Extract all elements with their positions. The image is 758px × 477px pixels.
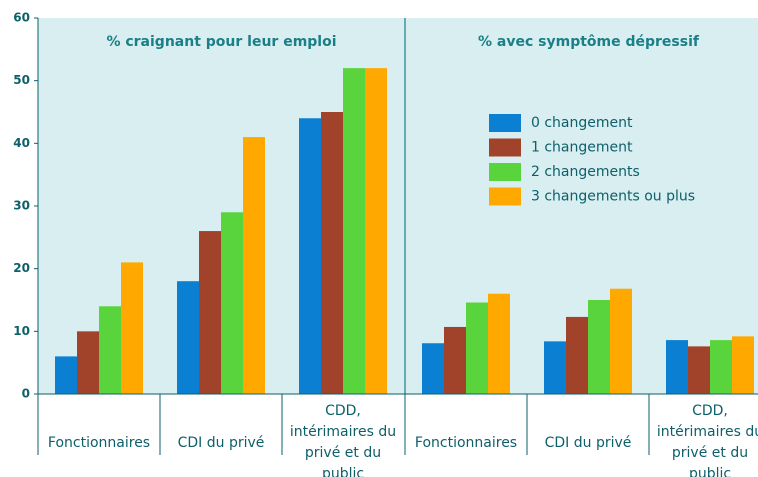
- bar: [243, 137, 265, 395]
- bar: [444, 326, 466, 394]
- bar: [566, 316, 588, 394]
- x-tick-label: CDI du privé: [177, 434, 265, 451]
- x-tick-label: Fonctionnaires: [414, 434, 518, 451]
- bar: [488, 293, 510, 394]
- legend-label: 2 changements: [531, 164, 640, 180]
- y-tick-label: 60: [13, 11, 30, 25]
- panel-title: % craignant pour leur emploi: [106, 34, 336, 50]
- bar: [199, 231, 221, 394]
- legend-swatch: [489, 138, 521, 157]
- legend-label: 3 changements ou plus: [531, 189, 695, 205]
- bar: [99, 306, 121, 394]
- bar: [55, 356, 77, 394]
- bar: [299, 118, 321, 395]
- bar: [588, 300, 610, 394]
- bar: [177, 281, 199, 394]
- bar: [688, 346, 710, 394]
- x-tick-label: CDD, intérimaires du privé et du public: [656, 403, 758, 477]
- bar: [666, 340, 688, 394]
- x-tick-label: Fonctionnaires: [47, 434, 151, 451]
- bar: [732, 336, 754, 394]
- bar: [321, 112, 343, 394]
- bar: [77, 331, 99, 394]
- bar: [610, 288, 632, 394]
- y-tick-label: 50: [13, 73, 30, 87]
- bar: [710, 340, 732, 394]
- bar: [365, 68, 387, 394]
- legend-label: 0 changement: [531, 115, 633, 131]
- y-tick-label: 0: [22, 387, 30, 401]
- legend-swatch: [489, 114, 521, 132]
- y-tick-label: 10: [13, 324, 30, 338]
- legend-swatch: [489, 187, 521, 206]
- y-tick-label: 40: [13, 136, 30, 150]
- x-tick-label: CDD, intérimaires du privé et du public: [289, 403, 397, 477]
- x-tick-label: CDI du privé: [544, 434, 632, 451]
- legend-label: 1 changement: [531, 140, 633, 156]
- bar: [544, 341, 566, 394]
- bar: [343, 68, 365, 394]
- bar: [121, 262, 143, 394]
- bar: [466, 302, 488, 394]
- legend-swatch: [489, 163, 521, 181]
- y-tick-label: 20: [13, 261, 30, 275]
- panel-title: % avec symptôme dépressif: [478, 34, 700, 50]
- y-tick-label: 30: [13, 199, 30, 213]
- bar: [221, 212, 243, 394]
- plot-background: [38, 18, 758, 394]
- bar: [422, 343, 444, 394]
